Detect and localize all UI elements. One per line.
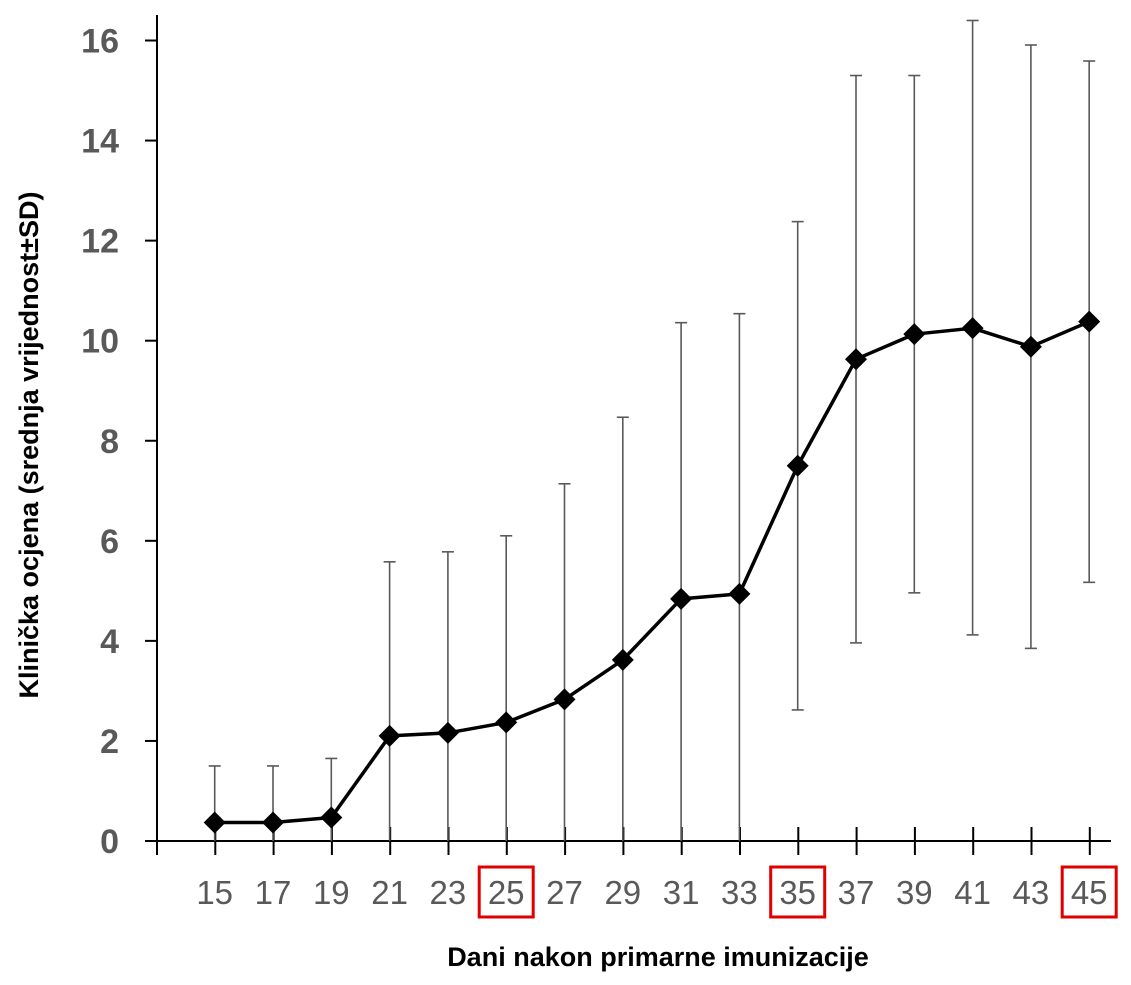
y-tick-label: 16 [81,23,119,61]
y-tick-label: 14 [81,123,119,161]
x-tick-label: 35 [779,874,816,911]
y-tick-label: 0 [100,823,119,861]
markers [203,310,1101,834]
data-point [903,323,926,346]
data-point [1078,310,1101,333]
x-tick-label: 21 [371,874,408,911]
data-point [611,648,634,671]
y-tick-label: 6 [100,523,119,561]
highlight-box [769,865,827,919]
x-tick-label: 17 [255,874,292,911]
x-tick-label: 29 [604,874,641,911]
data-point [1019,335,1042,358]
x-tick-label: 19 [313,874,350,911]
y-tick-label: 12 [81,223,119,261]
error-bars [208,19,1096,841]
x-tick-label: 25 [488,874,525,911]
series-line [214,320,1090,825]
x-tick-label: 31 [663,874,700,911]
y-axis: 0 2 4 6 8 10 12 14 16 [81,15,158,861]
data-point [436,721,459,744]
x-tick-label: 39 [896,874,933,911]
y-tick-label: 8 [100,423,119,461]
y-tick-label: 4 [100,623,119,661]
highlight-box [477,865,535,919]
data-point [961,317,984,340]
x-tick-label: 15 [196,874,233,911]
x-tick-label: 37 [838,874,875,911]
series-line-group [214,320,1090,825]
x-axis: 15 17 19 21 23 25 27 29 31 33 35 37 39 41 43 45 [156,827,1111,911]
data-point [553,688,576,711]
data-point [262,811,284,834]
x-tick-label: 41 [954,874,991,911]
y-axis-title: Klinička ocjena (srednja vrijednost±SD) [14,192,44,699]
data-point [670,587,693,610]
data-point [320,806,343,829]
y-tick-label: 10 [81,323,119,361]
data-point [495,711,518,734]
data-point [845,348,867,371]
x-tick-label: 33 [721,874,758,911]
x-tick-label: 43 [1013,874,1050,911]
data-point [786,454,809,477]
highlight-box [1060,865,1118,919]
x-axis-title: Dani nakon primarne imunizacije [447,942,869,972]
x-tick-label: 45 [1071,874,1108,911]
data-point [728,582,751,605]
data-point [378,724,401,747]
y-tick-label: 2 [100,723,119,761]
x-tick-label: 23 [430,874,467,911]
x-tick-label: 27 [546,874,583,911]
highlight-boxes [477,865,1118,919]
data-point [203,811,226,834]
